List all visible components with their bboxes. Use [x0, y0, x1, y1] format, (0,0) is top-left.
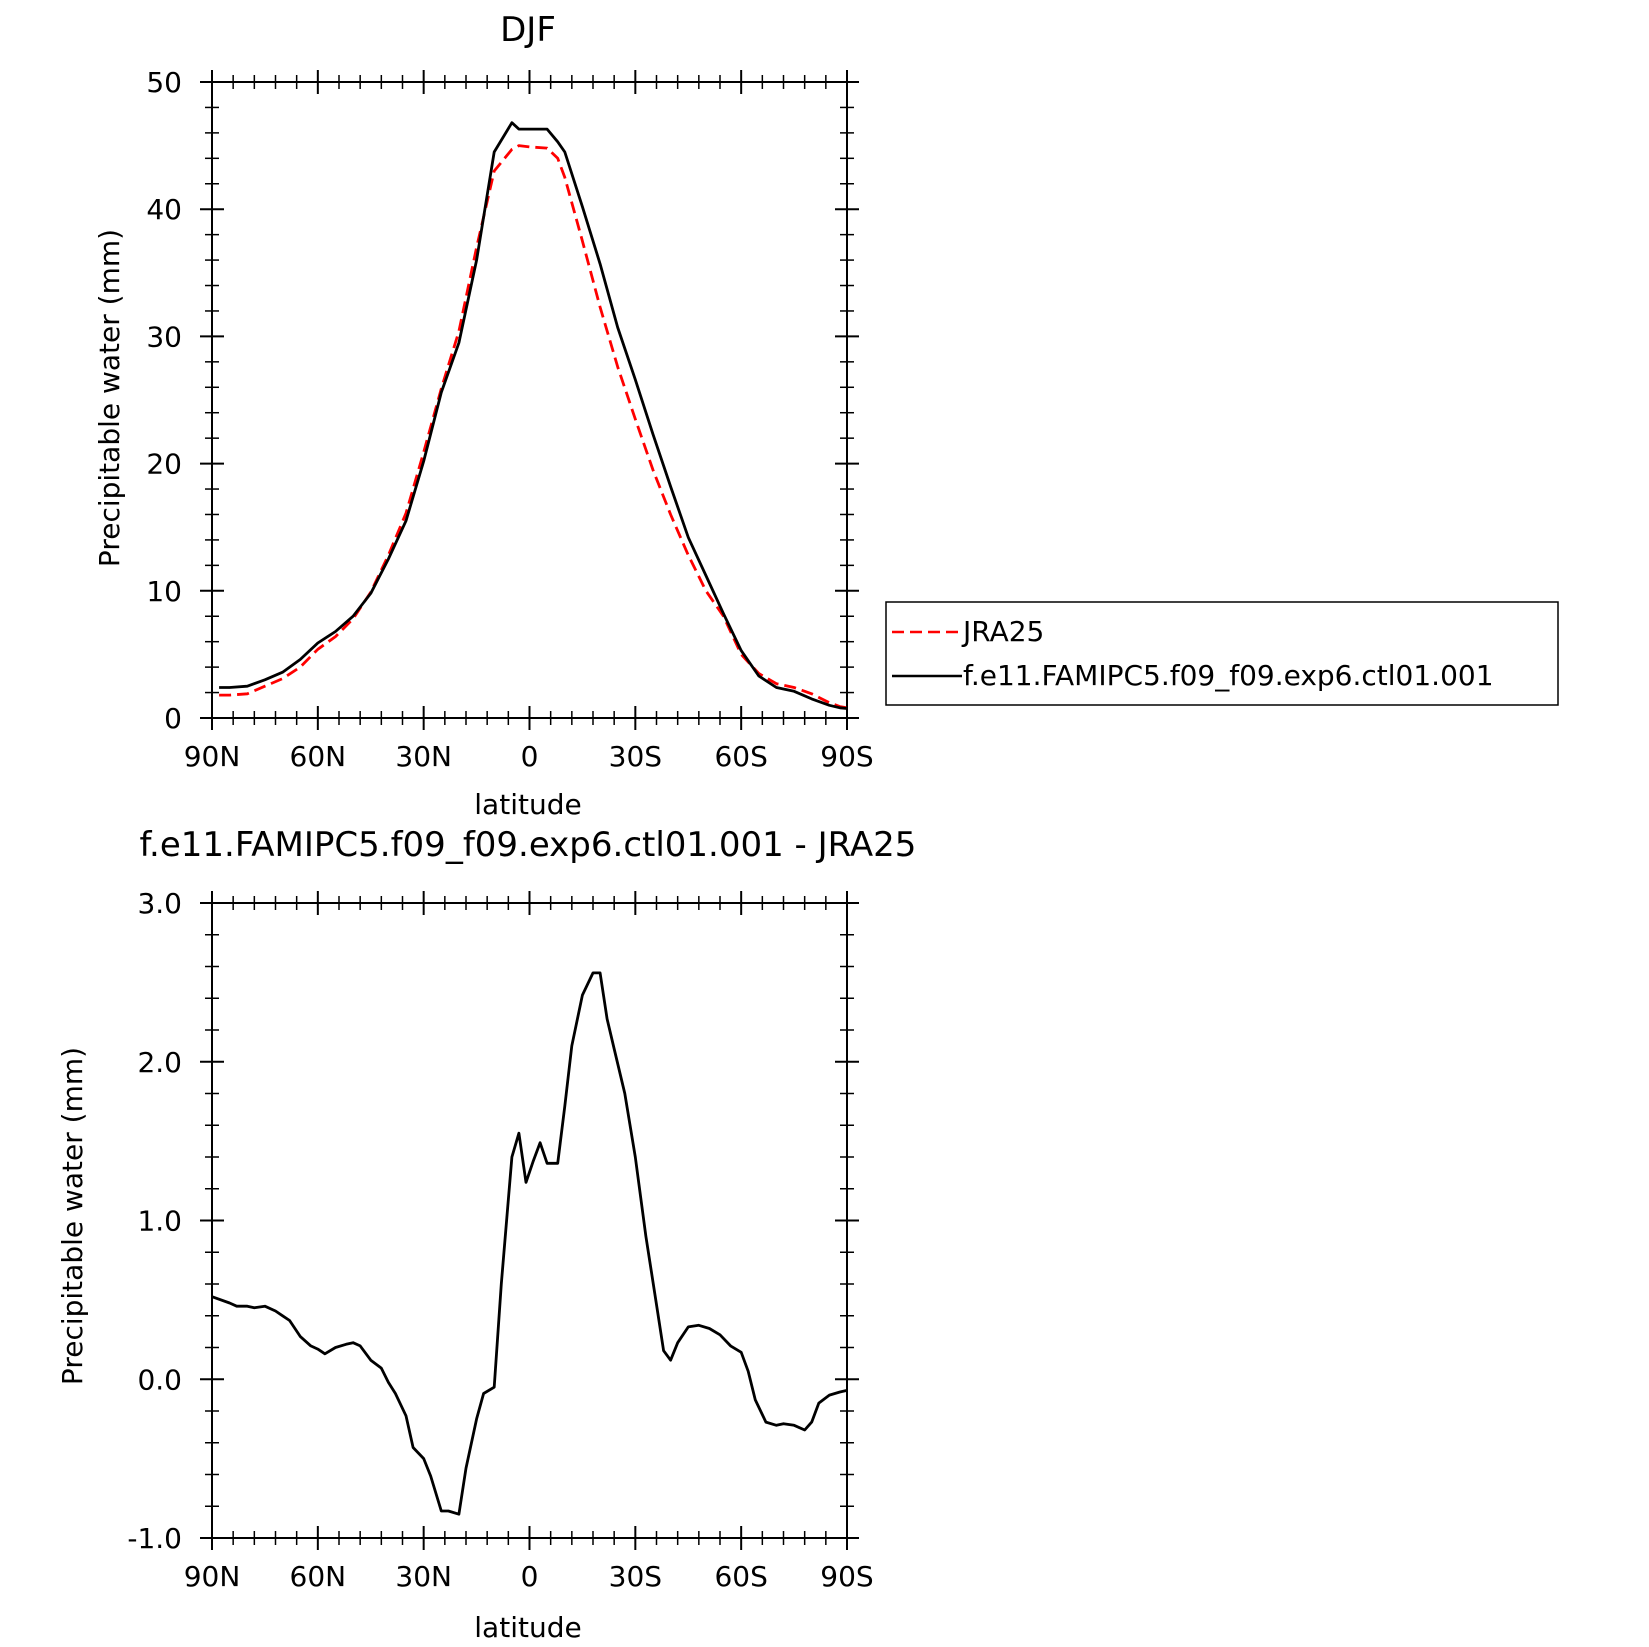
- top-plot-frame: [211, 81, 848, 719]
- bottom-x-tick-label: 90S: [820, 1560, 873, 1593]
- bottom-panel-title: f.e11.FAMIPC5.f09_f09.exp6.ctl01.001 - J…: [140, 825, 917, 865]
- top-x-tick-label: 60S: [714, 740, 767, 773]
- top-x-tick-label: 30S: [609, 740, 662, 773]
- bottom-x-tick-label: 0: [521, 1560, 539, 1593]
- top-x-axis-label: latitude: [474, 788, 581, 821]
- bottom-x-tick-label: 30S: [609, 1560, 662, 1593]
- legend: JRA25 f.e11.FAMIPC5.f09_f09.exp6.ctl01.0…: [885, 601, 1559, 706]
- bottom-series-line-0: [211, 971, 848, 1516]
- bottom-y-axis-label: Precipitable water (mm): [56, 1047, 89, 1385]
- bottom-y-tick-label: 1.0: [137, 1205, 182, 1238]
- top-y-tick-label: 0: [164, 702, 182, 735]
- top-y-tick-label: 30: [146, 320, 182, 353]
- top-x-tick-label: 0: [521, 740, 539, 773]
- bottom-y-tick-label: 2.0: [137, 1046, 182, 1079]
- bottom-y-tick-label: 0.0: [137, 1363, 182, 1396]
- legend-label-model: f.e11.FAMIPC5.f09_f09.exp6.ctl01.001: [963, 659, 1494, 692]
- top-x-tick-label: 90N: [184, 740, 241, 773]
- top-y-tick-label: 10: [146, 575, 182, 608]
- top-x-tick-label: 30N: [395, 740, 452, 773]
- bottom-x-tick-label: 30N: [395, 1560, 452, 1593]
- bottom-plot-area: 90N 60N 30N 0 30S 60S 90S -1.0 0.0 1.0 2.0 3.0: [127, 887, 873, 1593]
- bottom-x-tick-label: 60N: [290, 1560, 347, 1593]
- bottom-panel-difference: f.e11.FAMIPC5.f09_f09.exp6.ctl01.001 - J…: [56, 825, 916, 1644]
- top-y-tick-label: 20: [146, 448, 182, 481]
- top-panel-djf: DJF 90N 60N 30N 0 30S 60S 90S 0 10 20 30 40 50 latit…: [93, 10, 874, 821]
- legend-box: [885, 601, 1559, 706]
- top-panel-title: DJF: [500, 10, 556, 50]
- top-series-line-0: [219, 144, 848, 710]
- top-x-tick-label: 90S: [820, 740, 873, 773]
- top-y-axis-label: Precipitable water (mm): [93, 229, 126, 567]
- bottom-x-axis-label: latitude: [474, 1611, 581, 1644]
- top-series-line-1: [219, 121, 848, 710]
- top-plot-area: 90N 60N 30N 0 30S 60S 90S 0 10 20 30 40 50: [146, 66, 873, 773]
- bottom-y-tick-label: 3.0: [137, 887, 182, 920]
- bottom-x-tick-label: 60S: [714, 1560, 767, 1593]
- bottom-x-tick-label: 90N: [184, 1560, 241, 1593]
- bottom-y-tick-label: -1.0: [127, 1522, 182, 1555]
- legend-label-jra25: JRA25: [961, 615, 1044, 648]
- top-y-tick-label: 50: [146, 66, 182, 99]
- top-x-tick-label: 60N: [290, 740, 347, 773]
- bottom-plot-frame: [211, 902, 848, 1539]
- top-y-tick-label: 40: [146, 193, 182, 226]
